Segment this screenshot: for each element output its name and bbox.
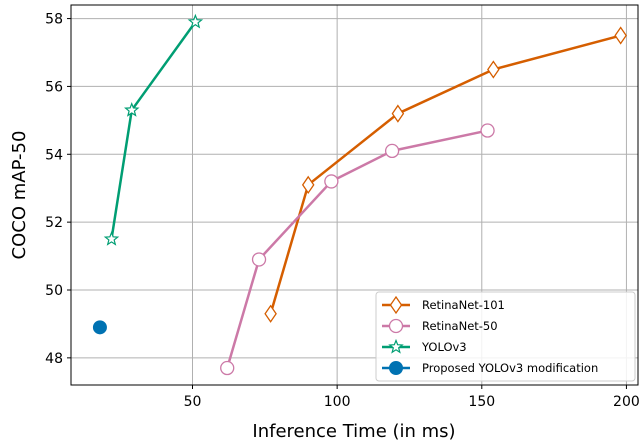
data-point [251,252,267,267]
data-point [301,175,315,194]
legend-item: Proposed YOLOv3 modification [382,361,598,375]
data-point [103,230,120,246]
series-retinanet-101 [264,26,627,323]
data-point [264,304,277,323]
plot-frame [70,4,639,386]
data-point [384,143,400,159]
data-point [92,320,107,335]
legend-marker [389,295,403,315]
data-point [480,123,495,138]
x-tick-label: 150 [468,394,495,410]
series-yolov3 [103,13,204,246]
x-tick-label: 50 [184,394,202,410]
x-tick-label: 200 [613,394,640,410]
series-group [92,13,627,376]
legend-marker [388,338,404,354]
legend-item: YOLOv3 [382,338,467,354]
legend: RetinaNet-101 RetinaNet-50 YOLOv3 Proposed … [375,291,636,382]
series-line [269,34,621,315]
data-point [391,104,405,123]
grid [71,5,638,385]
data-point [187,13,204,29]
legend-marker [389,361,403,375]
series-line [110,21,197,240]
legend-item: RetinaNet-50 [382,318,498,334]
y-tick-label: 48 [45,351,63,367]
data-point [487,60,500,79]
y-tick-label: 58 [45,12,63,28]
legend-box [375,291,636,382]
y-tick-label: 52 [45,215,63,231]
data-point [614,26,627,45]
x-tick-label: 100 [324,394,351,410]
y-tick-label: 56 [45,79,63,95]
data-point [220,360,235,376]
legend-label: RetinaNet-50 [422,319,498,333]
series-retinanet-50 [220,123,495,376]
y-tick-label: 54 [45,147,63,163]
data-point [123,102,140,117]
legend-label: RetinaNet-101 [422,298,505,312]
y-tick-label: 50 [45,283,63,299]
axis-ticks: 50 100 150 200 48 50 52 54 56 58 [45,12,640,410]
legend-item: RetinaNet-101 [382,295,505,315]
legend-label: Proposed YOLOv3 modification [422,361,598,375]
legend-label: YOLOv3 [421,340,467,354]
data-point [324,174,339,189]
y-axis-title: COCO mAP-50 [9,131,30,260]
legend-marker [388,318,404,334]
x-axis-title: Inference Time (in ms) [252,421,455,442]
series-proposed-yolov3-modification [92,320,107,335]
